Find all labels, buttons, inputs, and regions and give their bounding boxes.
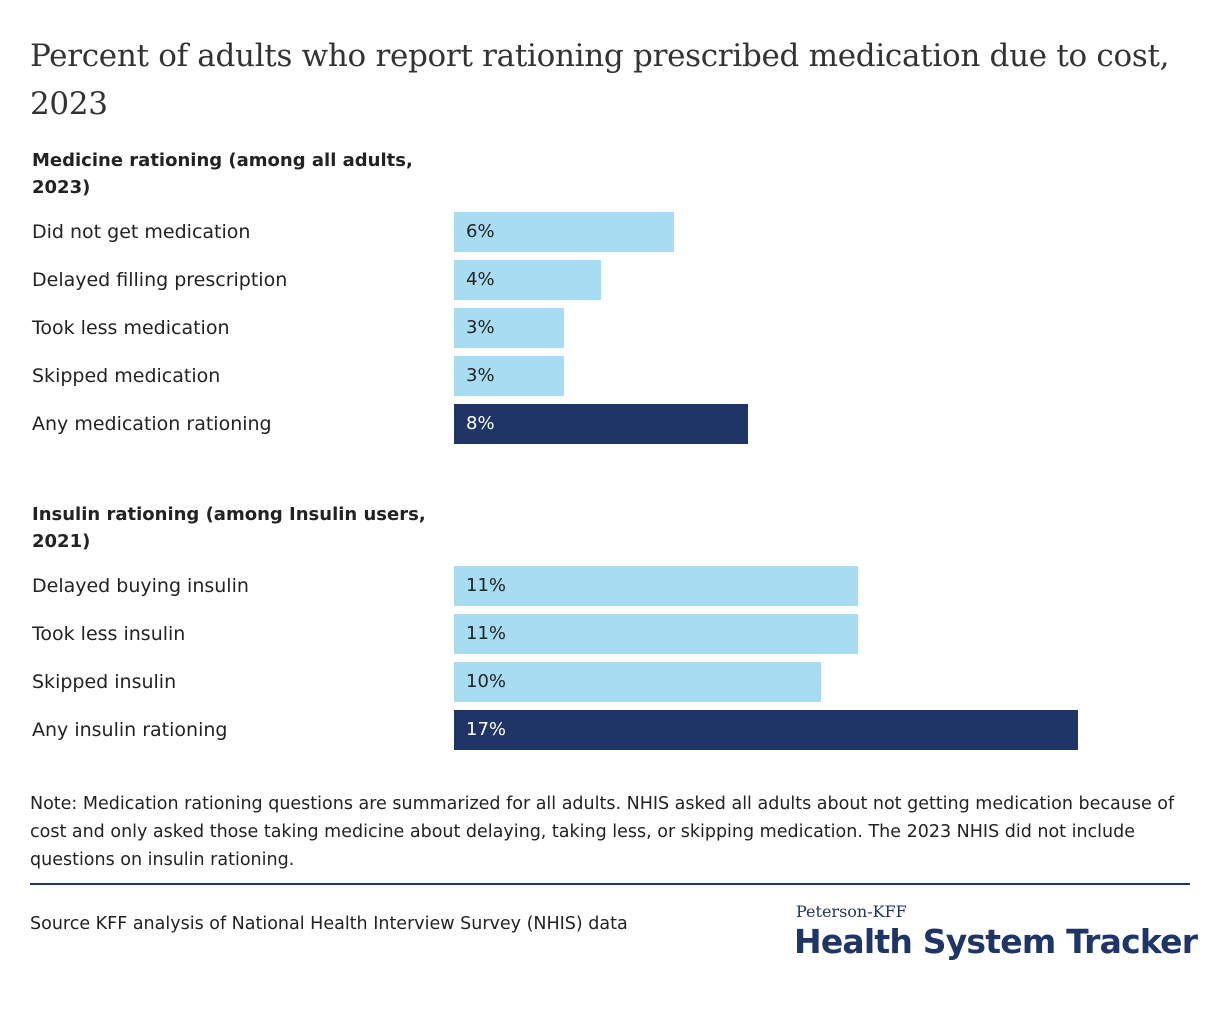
section-heading-insulin: Insulin rationing (among Insulin users, … xyxy=(32,504,426,552)
bar: 6% xyxy=(454,212,674,252)
bar-value-label: 8% xyxy=(466,413,495,434)
bar: 11% xyxy=(454,614,858,654)
source-text: Source KFF analysis of National Health I… xyxy=(30,914,628,934)
bar: 4% xyxy=(454,260,601,300)
bar-total: 17% xyxy=(454,710,1078,750)
chart-note: Note: Medication rationing questions are… xyxy=(30,794,1175,870)
bar: 3% xyxy=(454,308,564,348)
category-label: Did not get medication xyxy=(32,221,251,243)
footer-divider xyxy=(30,883,1190,885)
bar: 3% xyxy=(454,356,564,396)
bar-value-label: 6% xyxy=(466,221,495,242)
bar-value-label: 17% xyxy=(466,719,507,740)
category-label: Took less medication xyxy=(32,317,230,339)
chart-title: Percent of adults who report rationing p… xyxy=(30,38,1170,122)
category-label: Skipped insulin xyxy=(32,671,177,693)
category-label: Any insulin rationing xyxy=(32,719,228,741)
bar-value-label: 4% xyxy=(466,269,495,290)
logo-main-line: Health System Tracker xyxy=(794,922,1198,961)
bar-value-label: 3% xyxy=(466,317,495,338)
section-heading-medicine: Medicine rationing (among all adults, 20… xyxy=(32,150,413,198)
category-label: Took less insulin xyxy=(32,623,186,645)
bar-value-label: 10% xyxy=(466,671,507,692)
category-label: Skipped medication xyxy=(32,365,221,387)
category-label: Delayed buying insulin xyxy=(32,575,249,597)
bar-value-label: 11% xyxy=(466,623,507,644)
logo-top-line: Peterson-KFF xyxy=(796,902,907,921)
bar: 10% xyxy=(454,662,821,702)
category-label: Any medication rationing xyxy=(32,413,272,435)
category-label: Delayed filling prescription xyxy=(32,269,288,291)
bar-value-label: 3% xyxy=(466,365,495,386)
bar-value-label: 11% xyxy=(466,575,507,596)
bar: 11% xyxy=(454,566,858,606)
bar-total: 8% xyxy=(454,404,748,444)
